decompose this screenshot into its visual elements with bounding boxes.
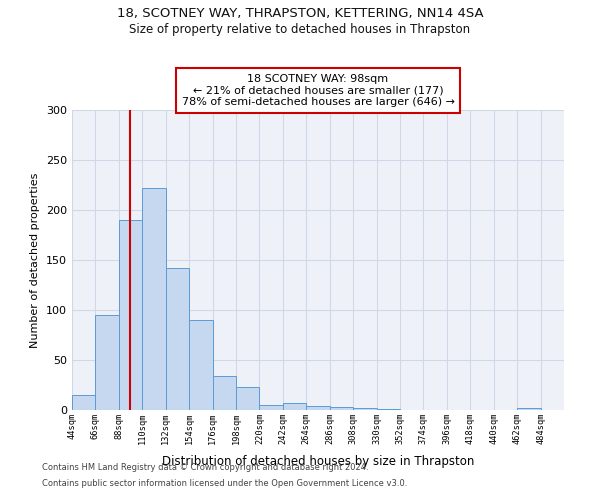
Text: 18, SCOTNEY WAY, THRAPSTON, KETTERING, NN14 4SA: 18, SCOTNEY WAY, THRAPSTON, KETTERING, N… — [116, 8, 484, 20]
Bar — [353, 408, 377, 410]
Bar — [212, 376, 236, 410]
Bar — [95, 315, 119, 410]
Bar — [306, 406, 330, 410]
Bar — [377, 409, 400, 410]
Bar — [259, 405, 283, 410]
Bar — [330, 407, 353, 410]
X-axis label: Distribution of detached houses by size in Thrapston: Distribution of detached houses by size … — [162, 456, 474, 468]
Text: Contains public sector information licensed under the Open Government Licence v3: Contains public sector information licen… — [42, 478, 407, 488]
Bar — [119, 220, 142, 410]
Y-axis label: Number of detached properties: Number of detached properties — [31, 172, 40, 348]
Bar — [189, 320, 212, 410]
Bar — [142, 188, 166, 410]
Bar — [283, 403, 306, 410]
Text: Contains HM Land Registry data © Crown copyright and database right 2024.: Contains HM Land Registry data © Crown c… — [42, 464, 368, 472]
Bar — [166, 268, 189, 410]
Text: Size of property relative to detached houses in Thrapston: Size of property relative to detached ho… — [130, 22, 470, 36]
Bar — [236, 387, 259, 410]
Text: 18 SCOTNEY WAY: 98sqm
← 21% of detached houses are smaller (177)
78% of semi-det: 18 SCOTNEY WAY: 98sqm ← 21% of detached … — [182, 74, 455, 107]
Bar — [517, 408, 541, 410]
Bar — [72, 395, 95, 410]
